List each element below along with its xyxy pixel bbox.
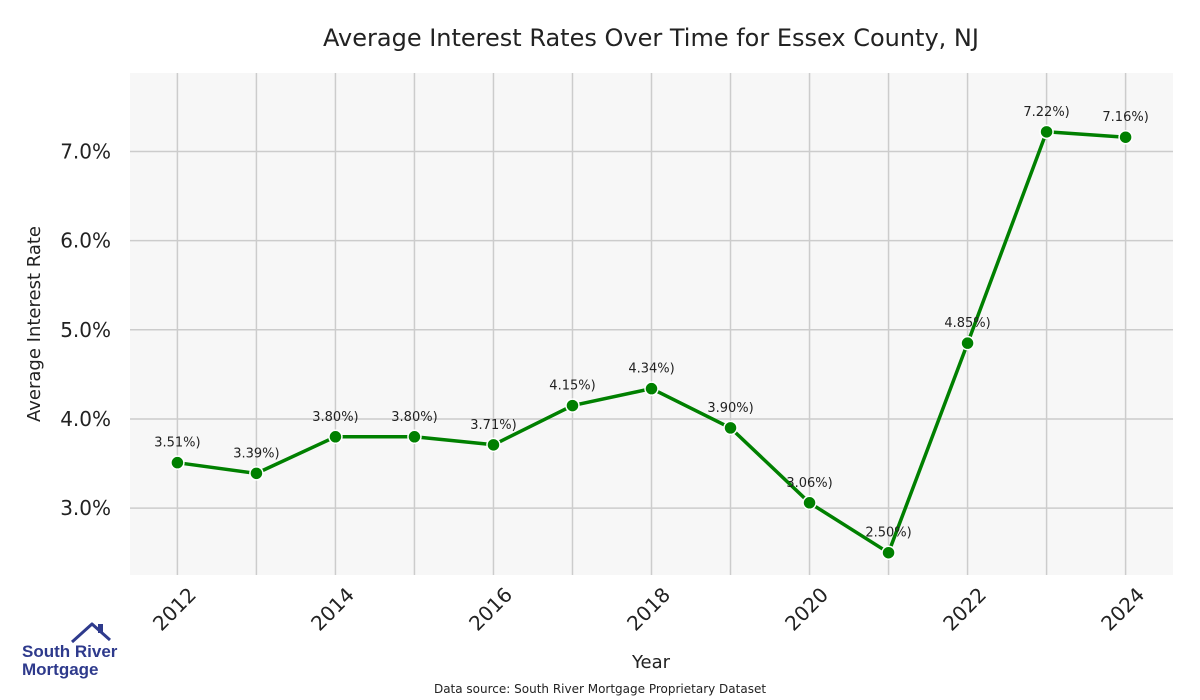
data-point [960, 335, 975, 351]
data-point [644, 381, 659, 396]
x-tick-label: 2016 [464, 583, 517, 636]
data-point [881, 545, 896, 560]
house-roof-icon [70, 622, 111, 644]
x-tick-label: 2012 [148, 583, 201, 636]
data-label: 3.39%) [233, 446, 279, 461]
company-logo: South River Mortgage [22, 620, 122, 682]
data-points [170, 124, 1133, 560]
data-point [1039, 124, 1054, 140]
data-label: 3.51%) [154, 436, 200, 451]
y-tick-label: 4.0% [60, 407, 111, 431]
data-label: 7.22%) [1023, 105, 1069, 120]
source-note: Data source: South River Mortgage Propri… [434, 682, 766, 696]
data-label: 3.90%) [707, 401, 753, 416]
data-point [723, 420, 738, 436]
data-point [802, 495, 817, 511]
x-tick-label: 2020 [780, 583, 833, 636]
grid-lines [130, 73, 1173, 575]
data-point [328, 429, 343, 445]
y-tick-labels: 3.0% 4.0% 5.0% 6.0% 7.0% [60, 139, 111, 520]
data-point [249, 466, 264, 481]
data-label: 4.34%) [628, 362, 674, 377]
x-tick-label: 2024 [1096, 583, 1149, 636]
data-label: 3.71%) [470, 418, 516, 433]
y-tick-label: 5.0% [60, 318, 111, 342]
y-tick-label: 3.0% [60, 496, 111, 520]
y-axis-label: Average Interest Rate [24, 226, 45, 422]
data-label: 3.80%) [391, 410, 437, 425]
data-point [170, 455, 185, 470]
data-label: 7.16%) [1102, 110, 1148, 125]
logo-text-line2: Mortgage [22, 660, 99, 679]
logo-text-line1: South River [22, 642, 118, 661]
data-label: 3.80%) [312, 410, 358, 425]
data-point [486, 437, 501, 453]
x-axis-label: Year [631, 652, 671, 673]
x-tick-labels: 2012 2014 2016 2018 2020 2022 2024 [148, 583, 1149, 636]
data-point [565, 398, 580, 413]
x-tick-label: 2022 [938, 583, 991, 636]
data-point [407, 429, 422, 445]
x-tick-label: 2014 [306, 583, 359, 636]
chart-title: Average Interest Rates Over Time for Ess… [323, 24, 979, 52]
y-tick-label: 7.0% [60, 139, 111, 163]
data-label: 3.06%) [786, 476, 832, 491]
data-point [1118, 129, 1133, 145]
data-label: 4.85%) [944, 316, 990, 331]
x-tick-label: 2018 [622, 583, 675, 636]
data-label: 2.50%) [865, 526, 911, 541]
data-label: 4.15%) [549, 379, 595, 394]
data-labels: 3.51%) 3.39%) 3.80%) 3.80%) 3.71%) 4.15%) 4.34… [154, 105, 1149, 541]
y-tick-label: 6.0% [60, 229, 111, 253]
